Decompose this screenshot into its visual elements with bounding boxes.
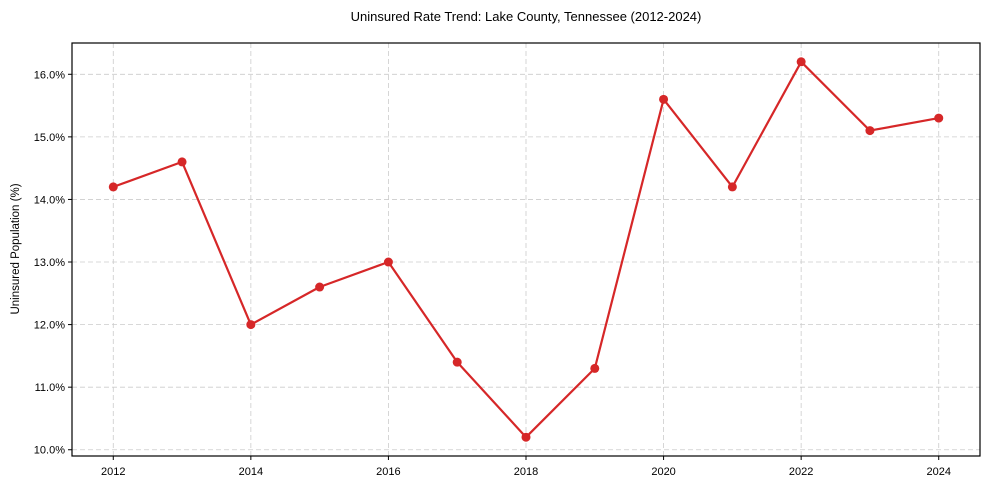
y-tick-label: 10.0% bbox=[34, 445, 65, 457]
x-tick-label: 2020 bbox=[651, 466, 675, 478]
x-tick-label: 2024 bbox=[926, 466, 950, 478]
data-point-marker bbox=[383, 257, 393, 267]
y-axis-ticks: 10.0% 11.0% 12.0% 13.0% 14.0% 15.0% 16.0% bbox=[34, 69, 72, 457]
y-tick-label: 13.0% bbox=[34, 257, 65, 269]
chart-title: Uninsured Rate Trend: Lake County, Tenne… bbox=[351, 9, 702, 24]
data-point-marker bbox=[521, 432, 531, 442]
y-tick-label: 12.0% bbox=[34, 320, 65, 332]
y-tick-label: 15.0% bbox=[34, 132, 65, 144]
data-point-marker bbox=[177, 157, 187, 167]
data-point-marker bbox=[452, 357, 462, 367]
data-point-marker bbox=[108, 182, 118, 192]
data-point-marker bbox=[796, 57, 806, 67]
data-point-marker bbox=[659, 94, 669, 104]
x-tick-label: 2022 bbox=[789, 466, 813, 478]
x-tick-label: 2016 bbox=[376, 466, 400, 478]
x-tick-label: 2012 bbox=[101, 466, 125, 478]
x-tick-label: 2018 bbox=[514, 466, 538, 478]
data-point-marker bbox=[590, 363, 600, 373]
data-point-marker bbox=[727, 182, 737, 192]
data-point-marker bbox=[246, 320, 256, 330]
data-series bbox=[108, 57, 944, 442]
data-point-marker bbox=[865, 126, 875, 136]
y-axis-label: Uninsured Population (%) bbox=[10, 183, 22, 314]
gridlines bbox=[72, 43, 980, 456]
x-tick-label: 2014 bbox=[239, 466, 263, 478]
x-axis-ticks: 2012 2014 2016 2018 2020 2022 2024 bbox=[101, 456, 951, 478]
y-tick-label: 11.0% bbox=[35, 382, 66, 394]
y-tick-label: 14.0% bbox=[34, 194, 65, 206]
plot-frame bbox=[71, 42, 981, 457]
y-tick-label: 16.0% bbox=[34, 69, 65, 81]
data-point-marker bbox=[315, 282, 325, 292]
data-point-marker bbox=[934, 113, 944, 123]
